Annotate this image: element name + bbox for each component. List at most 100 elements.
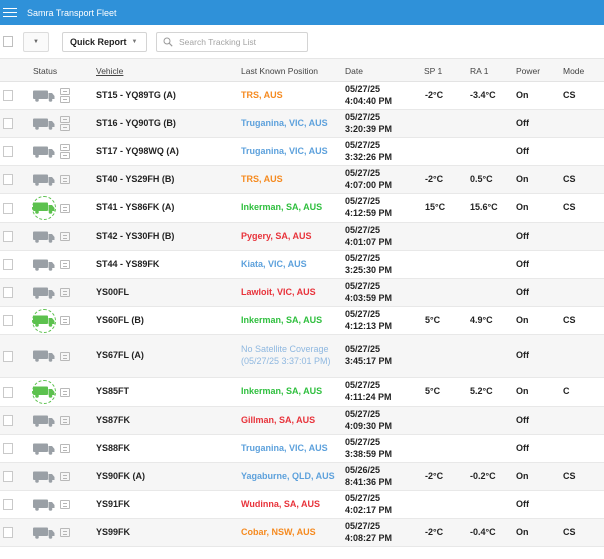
truck-offline-icon[interactable] [31,223,57,250]
truck-offline-icon[interactable] [31,251,57,278]
vehicle-name[interactable]: YS88FK [96,442,131,453]
last-known-position[interactable]: Yagaburne, QLD, AUS [241,470,335,481]
last-known-position[interactable]: Inkerman, SA, AUS [241,314,323,325]
last-known-position[interactable]: Wudinna, SA, AUS [241,498,321,509]
last-known-position[interactable]: Cobar, NSW, AUS [241,526,316,537]
row-checkbox[interactable] [3,118,13,129]
last-known-position[interactable]: Lawloit, VIC, AUS [241,286,316,297]
row-checkbox[interactable] [3,287,13,298]
vehicle-name[interactable]: ST40 - YS29FH (B) [96,173,175,184]
last-known-position[interactable]: TRS, AUS [241,89,283,100]
vehicle-name[interactable]: YS60FL (B) [96,314,144,325]
status-detail-icon[interactable] [59,82,71,109]
vehicle-name[interactable]: ST17 - YQ98WQ (A) [96,145,179,156]
vehicle-name[interactable]: ST15 - YQ89TG (A) [96,89,176,100]
status-detail-icon[interactable] [59,251,71,278]
col-date[interactable]: Date [345,66,363,76]
row-checkbox[interactable] [3,527,13,538]
table-row[interactable]: ST16 - YQ90TG (B) Truganina, VIC, AUS 05/2… [0,110,604,138]
last-known-position[interactable]: Truganina, VIC, AUS [241,145,328,156]
table-row[interactable]: ST44 - YS89FK Kiata, VIC, AUS 05/27/25 3:25… [0,251,604,279]
col-ra1[interactable]: RA 1 [470,66,489,76]
vehicle-name[interactable]: ST16 - YQ90TG (B) [96,117,176,128]
status-detail-icon[interactable] [59,407,71,434]
col-location[interactable]: Last Known Position [241,66,319,76]
vehicle-name[interactable]: YS99FK [96,526,131,537]
row-checkbox[interactable] [3,231,13,242]
truck-online-icon[interactable] [31,307,57,334]
vehicle-name[interactable]: ST44 - YS89FK [96,258,160,269]
row-checkbox[interactable] [3,202,13,214]
last-known-position[interactable]: Truganina, VIC, AUS [241,117,328,128]
row-checkbox[interactable] [3,443,13,454]
row-checkbox[interactable] [3,174,13,185]
truck-offline-icon[interactable] [31,491,57,518]
last-known-position[interactable]: Inkerman, SA, AUS [241,202,323,213]
search-input[interactable] [179,37,299,47]
col-mode[interactable]: Mode [563,66,585,76]
vehicle-name[interactable]: YS87FK [96,414,131,425]
status-detail-icon[interactable] [59,194,71,222]
row-checkbox[interactable] [3,415,13,426]
table-row[interactable]: ST42 - YS30FH (B) Pygery, SA, AUS 05/27/25… [0,223,604,251]
vehicle-name[interactable]: YS00FL [96,286,130,297]
row-checkbox[interactable] [3,499,13,510]
last-known-position[interactable]: Gillman, SA, AUS [241,414,316,425]
table-row[interactable]: YS67FL (A) No Satellite Coverage (05/27/2… [0,335,604,378]
bulk-action-dropdown[interactable]: ▼ [23,32,49,52]
status-detail-icon[interactable] [59,491,71,518]
status-detail-icon[interactable] [59,166,71,193]
truck-offline-icon[interactable] [31,279,57,306]
last-known-position[interactable]: No Satellite Coverage (05/27/25 3:37:01 … [241,344,331,366]
row-checkbox[interactable] [3,471,13,482]
vehicle-name[interactable]: YS85FT [96,386,130,397]
vehicle-name[interactable]: YS90FK (A) [96,470,146,481]
status-detail-icon[interactable] [59,463,71,490]
last-known-position[interactable]: Kiata, VIC, AUS [241,258,307,269]
table-row[interactable]: YS91FK Wudinna, SA, AUS 05/27/25 4:02:17 PM… [0,491,604,519]
truck-online-icon[interactable] [31,194,57,222]
table-row[interactable]: YS85FT Inkerman, SA, AUS 05/27/25 4:11:24 P… [0,378,604,407]
truck-online-icon[interactable] [31,378,57,406]
status-detail-icon[interactable] [59,279,71,306]
search-box[interactable] [156,32,308,52]
row-checkbox[interactable] [3,315,13,326]
truck-offline-icon[interactable] [31,407,57,434]
table-row[interactable]: ST15 - YQ89TG (A) TRS, AUS 05/27/25 4:04:40… [0,82,604,110]
truck-offline-icon[interactable] [31,82,57,109]
table-row[interactable]: YS60FL (B) Inkerman, SA, AUS 05/27/25 4:12:… [0,307,604,335]
row-checkbox[interactable] [3,386,13,398]
status-detail-icon[interactable] [59,223,71,250]
table-row[interactable]: YS87FK Gillman, SA, AUS 05/27/25 4:09:30 PM… [0,407,604,435]
table-row[interactable]: ST17 - YQ98WQ (A) Truganina, VIC, AUS 05/2… [0,138,604,166]
col-sp1[interactable]: SP 1 [424,66,443,76]
row-checkbox[interactable] [3,90,13,101]
truck-offline-icon[interactable] [31,166,57,193]
col-status[interactable]: Status [33,66,58,76]
table-row[interactable]: YS00FL Lawloit, VIC, AUS 05/27/25 4:03:59 P… [0,279,604,307]
quick-report-button[interactable]: Quick Report ▼ [62,32,147,52]
row-checkbox[interactable] [3,146,13,157]
status-detail-icon[interactable] [59,110,71,137]
table-row[interactable]: YS99FK Cobar, NSW, AUS 05/27/25 4:08:27 PM -… [0,519,604,547]
select-all-checkbox[interactable] [3,36,13,47]
last-known-position[interactable]: TRS, AUS [241,173,283,184]
status-detail-icon[interactable] [59,519,71,546]
vehicle-name[interactable]: YS91FK [96,498,131,509]
table-row[interactable]: YS88FK Truganina, VIC, AUS 05/27/25 3:38:59… [0,435,604,463]
status-detail-icon[interactable] [59,335,71,377]
status-detail-icon[interactable] [59,138,71,165]
truck-offline-icon[interactable] [31,138,57,165]
truck-offline-icon[interactable] [31,463,57,490]
truck-offline-icon[interactable] [31,335,57,377]
last-known-position[interactable]: Pygery, SA, AUS [241,230,312,241]
table-row[interactable]: ST41 - YS86FK (A) Inkerman, SA, AUS 05/27/… [0,194,604,223]
last-known-position[interactable]: Truganina, VIC, AUS [241,442,328,453]
table-row[interactable]: YS90FK (A) Yagaburne, QLD, AUS 05/26/25 8:4… [0,463,604,491]
table-row[interactable]: ST40 - YS29FH (B) TRS, AUS 05/27/25 4:07:00… [0,166,604,194]
status-detail-icon[interactable] [59,435,71,462]
vehicle-name[interactable]: ST41 - YS86FK (A) [96,202,175,213]
row-checkbox[interactable] [3,350,13,362]
menu-icon[interactable] [3,8,17,17]
status-detail-icon[interactable] [59,378,71,406]
